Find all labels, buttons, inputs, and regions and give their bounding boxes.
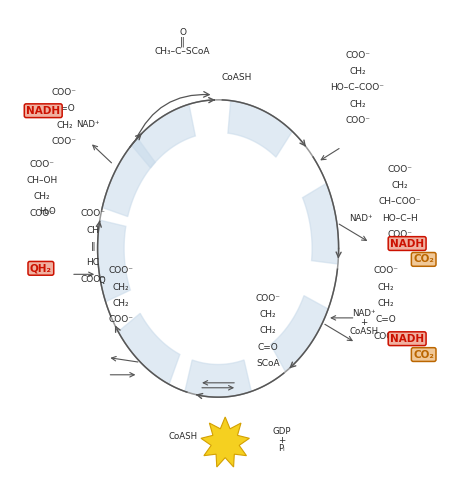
Polygon shape	[228, 100, 292, 157]
Polygon shape	[271, 296, 328, 372]
Text: H₂O: H₂O	[39, 207, 55, 216]
Text: NAD⁺: NAD⁺	[352, 310, 375, 319]
Text: +: +	[360, 319, 367, 328]
Text: CH–OH: CH–OH	[27, 176, 58, 185]
Text: NADH: NADH	[390, 333, 424, 344]
Text: CH₂: CH₂	[378, 283, 394, 292]
Text: COO⁻: COO⁻	[52, 88, 77, 97]
Text: CH₂: CH₂	[113, 299, 129, 308]
Text: CH: CH	[86, 226, 100, 235]
Text: HC: HC	[86, 258, 100, 267]
Polygon shape	[185, 360, 251, 397]
Text: CH₂: CH₂	[56, 121, 73, 130]
Polygon shape	[118, 313, 180, 384]
Polygon shape	[302, 183, 338, 264]
Text: COO⁻: COO⁻	[81, 209, 105, 218]
Text: QH₂: QH₂	[30, 263, 52, 273]
Text: HO–C–H: HO–C–H	[382, 214, 418, 223]
Polygon shape	[98, 220, 130, 302]
Text: NADH: NADH	[26, 106, 60, 116]
Text: CH₂: CH₂	[34, 192, 51, 201]
Text: COO⁻: COO⁻	[52, 137, 77, 146]
Text: ‖: ‖	[91, 242, 95, 251]
Text: COO⁻: COO⁻	[388, 165, 412, 174]
Polygon shape	[131, 104, 195, 168]
Text: C=O: C=O	[257, 342, 278, 351]
Text: CoASH: CoASH	[222, 73, 252, 82]
Text: CH₂: CH₂	[259, 326, 276, 335]
Text: Q: Q	[99, 276, 106, 285]
Text: ‖: ‖	[180, 36, 185, 47]
Text: CO₂: CO₂	[413, 349, 434, 359]
Text: CH–COO⁻: CH–COO⁻	[379, 197, 421, 206]
Text: HO–C–COO⁻: HO–C–COO⁻	[330, 83, 384, 92]
Text: CO₂: CO₂	[413, 254, 434, 264]
Text: CH₂: CH₂	[113, 283, 129, 292]
Text: GTP: GTP	[214, 438, 237, 448]
Text: CH₃–C–SCoA: CH₃–C–SCoA	[155, 47, 210, 56]
Text: CH₂: CH₂	[259, 310, 276, 319]
Text: GDP: GDP	[273, 427, 291, 436]
Text: COO⁻: COO⁻	[345, 116, 370, 125]
Text: NAD⁺: NAD⁺	[349, 214, 373, 223]
Text: C=O: C=O	[54, 104, 75, 113]
Text: COO⁻: COO⁻	[109, 316, 134, 325]
Text: CH₂: CH₂	[392, 181, 409, 190]
Text: CoASH: CoASH	[168, 432, 197, 441]
Polygon shape	[102, 138, 155, 217]
Text: CH₂: CH₂	[349, 67, 366, 76]
Text: COO⁻: COO⁻	[30, 160, 55, 169]
Text: COO⁻: COO⁻	[388, 230, 412, 239]
Text: COO⁻: COO⁻	[255, 294, 280, 303]
Text: COO⁻: COO⁻	[30, 209, 55, 218]
Text: COO⁻: COO⁻	[374, 331, 398, 341]
Text: NADH: NADH	[390, 239, 424, 248]
Text: COO⁻: COO⁻	[374, 266, 398, 275]
Polygon shape	[201, 417, 249, 467]
Text: +: +	[278, 436, 285, 445]
Text: COO⁻: COO⁻	[345, 51, 370, 60]
Text: NAD⁺: NAD⁺	[76, 120, 100, 129]
Text: COO⁻: COO⁻	[81, 275, 105, 284]
Text: CH₂: CH₂	[378, 299, 394, 308]
Text: O: O	[179, 28, 186, 37]
FancyArrowPatch shape	[136, 91, 209, 140]
Text: Pᵢ: Pᵢ	[279, 444, 285, 453]
Text: CH₂: CH₂	[349, 100, 366, 109]
Text: SCoA: SCoA	[256, 359, 280, 368]
Text: COO⁻: COO⁻	[109, 266, 134, 275]
Text: CoASH: CoASH	[349, 327, 378, 336]
Text: C=O: C=O	[375, 316, 396, 325]
